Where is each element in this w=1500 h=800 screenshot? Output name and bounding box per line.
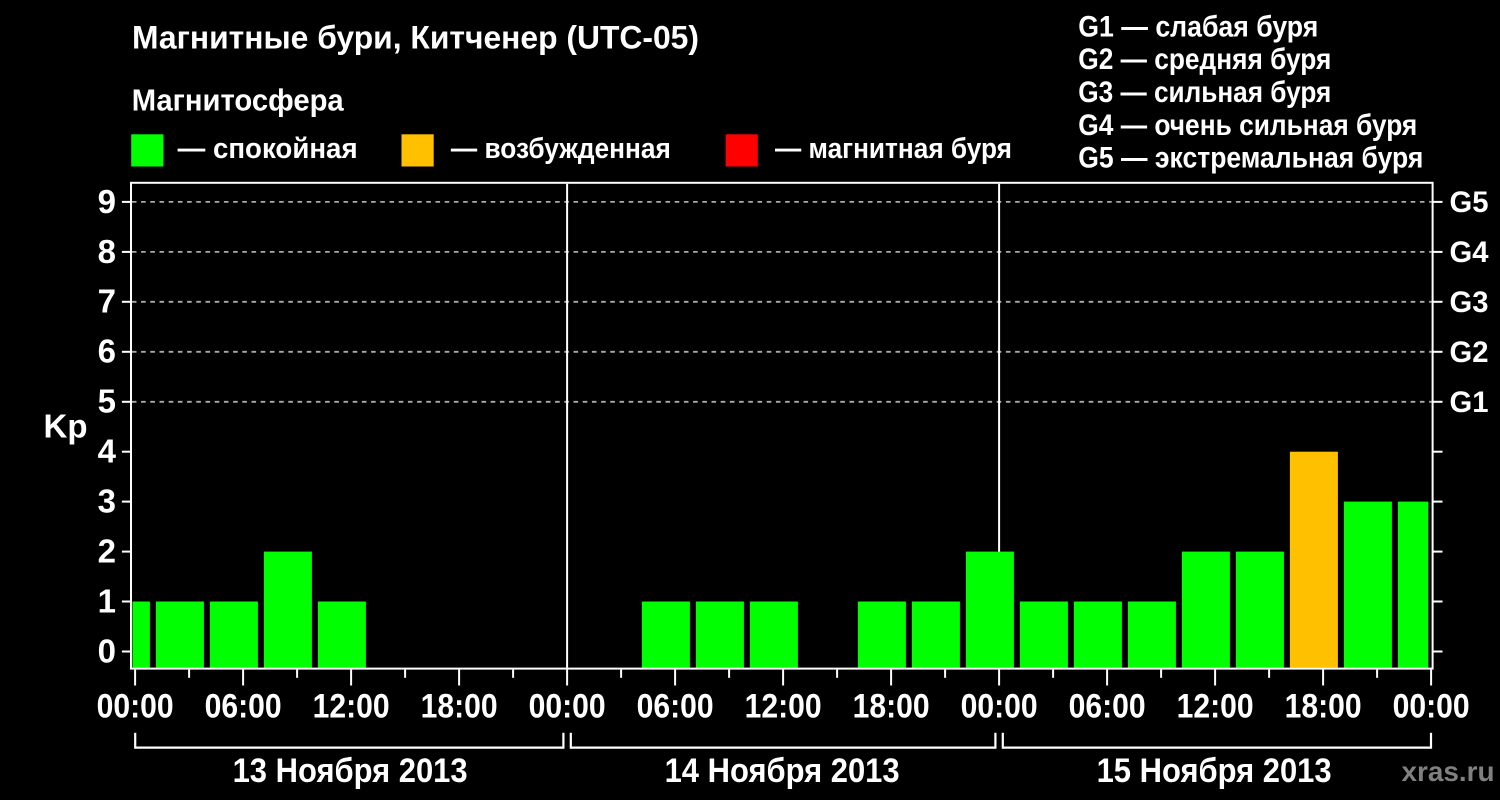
svg-text:4: 4 xyxy=(98,433,117,470)
svg-text:G4 — очень сильная буря: G4 — очень сильная буря xyxy=(1078,109,1417,142)
svg-text:G2: G2 xyxy=(1450,336,1489,369)
svg-text:0: 0 xyxy=(98,632,116,669)
svg-text:14 Ноября 2013: 14 Ноября 2013 xyxy=(665,752,900,790)
svg-text:06:00: 06:00 xyxy=(637,687,714,725)
svg-text:G2 — средняя буря: G2 — средняя буря xyxy=(1078,43,1331,76)
svg-text:18:00: 18:00 xyxy=(853,687,930,725)
svg-text:G1: G1 xyxy=(1450,386,1489,419)
svg-text:G3 — сильная буря: G3 — сильная буря xyxy=(1078,76,1331,109)
svg-text:G4: G4 xyxy=(1450,236,1489,269)
svg-text:6: 6 xyxy=(98,333,116,370)
svg-text:9: 9 xyxy=(98,183,116,220)
svg-text:G1 — слабая буря: G1 — слабая буря xyxy=(1078,10,1318,43)
svg-text:00:00: 00:00 xyxy=(1393,687,1470,725)
svg-text:7: 7 xyxy=(98,283,116,320)
svg-text:12:00: 12:00 xyxy=(745,687,822,725)
svg-text:xras.ru: xras.ru xyxy=(1402,756,1495,787)
svg-text:00:00: 00:00 xyxy=(961,687,1038,725)
svg-text:18:00: 18:00 xyxy=(421,687,498,725)
svg-text:15 Ноября 2013: 15 Ноября 2013 xyxy=(1097,752,1332,790)
svg-text:13 Ноября 2013: 13 Ноября 2013 xyxy=(233,752,468,790)
svg-text:G5 — экстремальная буря: G5 — экстремальная буря xyxy=(1078,142,1423,175)
svg-text:2: 2 xyxy=(98,533,116,570)
svg-text:Магнитосфера: Магнитосфера xyxy=(132,82,345,117)
svg-text:18:00: 18:00 xyxy=(1285,687,1362,725)
svg-text:— спокойная: — спокойная xyxy=(178,133,358,165)
svg-text:— магнитная буря: — магнитная буря xyxy=(775,133,1012,165)
svg-text:— возбужденная: — возбужденная xyxy=(451,133,671,165)
svg-text:06:00: 06:00 xyxy=(1069,687,1146,725)
svg-text:G3: G3 xyxy=(1450,286,1489,319)
svg-text:G5: G5 xyxy=(1450,186,1489,219)
svg-text:12:00: 12:00 xyxy=(1177,687,1254,725)
svg-text:06:00: 06:00 xyxy=(205,687,282,725)
svg-text:5: 5 xyxy=(98,383,116,420)
svg-text:00:00: 00:00 xyxy=(529,687,606,725)
svg-text:3: 3 xyxy=(98,483,116,520)
svg-text:12:00: 12:00 xyxy=(313,687,390,725)
svg-text:00:00: 00:00 xyxy=(97,687,174,725)
svg-text:Kp: Kp xyxy=(44,408,88,445)
svg-text:1: 1 xyxy=(98,582,116,619)
svg-text:Магнитные бури, Китченер (UTC-: Магнитные бури, Китченер (UTC-05) xyxy=(132,19,699,55)
svg-text:8: 8 xyxy=(98,233,116,270)
